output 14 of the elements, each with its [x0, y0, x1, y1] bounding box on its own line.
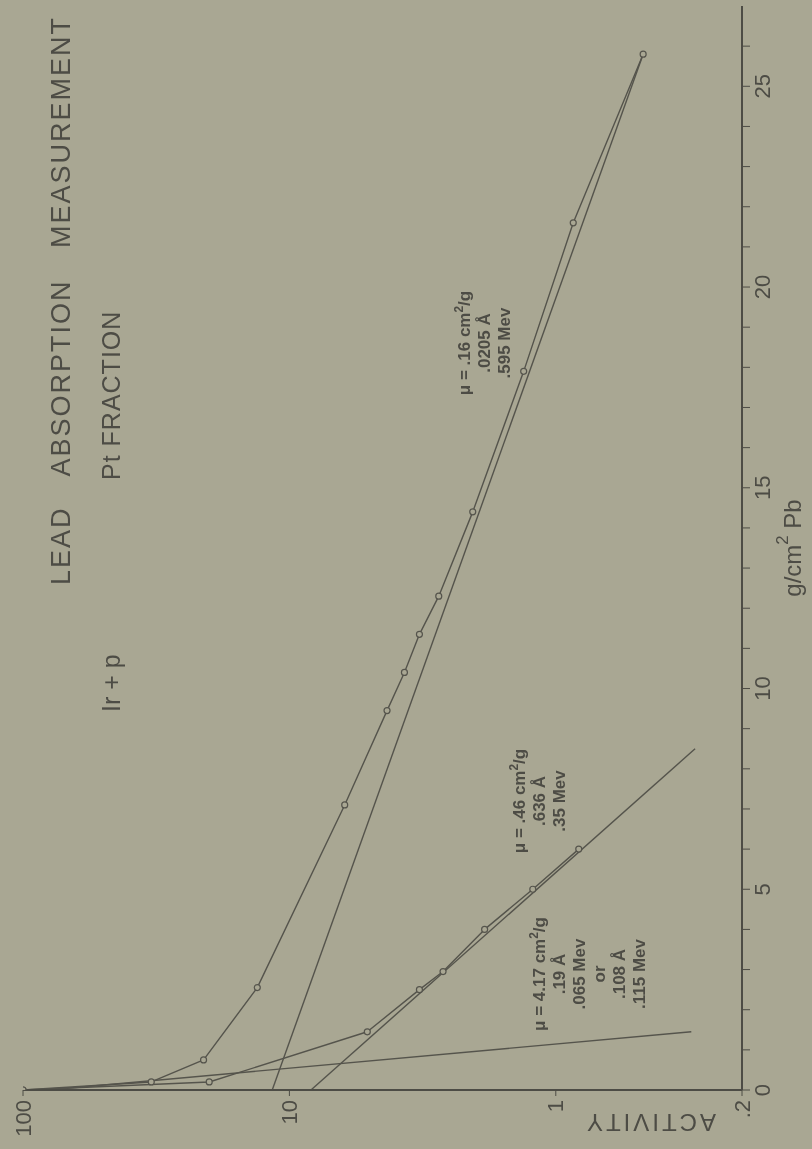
x-tick-label: 100	[10, 1100, 36, 1137]
y-tick-label: 5	[750, 883, 775, 896]
x-tick-label: .2	[729, 1100, 755, 1119]
text: Ir + p	[97, 654, 125, 712]
y-tick-label: 0	[750, 1083, 775, 1097]
x-tick-label: 10	[276, 1100, 302, 1125]
y-tick-label: 25	[750, 74, 775, 99]
x-axis-title: ACTIVITY	[583, 1108, 717, 1136]
y-tick-label: 20	[750, 274, 775, 300]
y-tick-label: 10	[750, 676, 775, 701]
annotation: Pt FRACTION	[97, 310, 125, 480]
x-tick-label: 1	[543, 1100, 569, 1113]
y-tick-label: 15	[750, 475, 775, 501]
text: LEAD ABSORPTION MEASUREMENT	[46, 15, 76, 585]
